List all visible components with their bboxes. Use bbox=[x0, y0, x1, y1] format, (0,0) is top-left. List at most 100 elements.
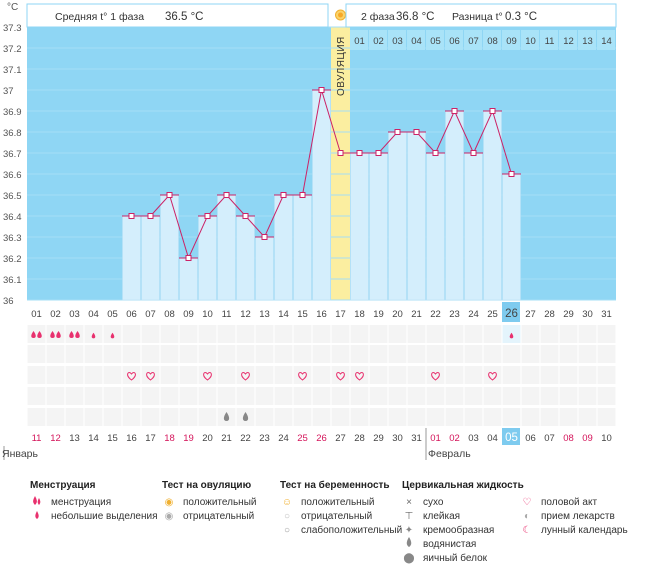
mark-cell bbox=[84, 366, 103, 384]
mark-cell bbox=[502, 387, 521, 405]
mark-cell bbox=[350, 366, 369, 384]
mark-cell bbox=[369, 345, 388, 363]
mark-cell bbox=[141, 345, 160, 363]
legend-title bbox=[520, 480, 628, 491]
legend-item: небольшие выделения bbox=[30, 510, 158, 524]
post-day-cell bbox=[540, 30, 558, 50]
mark-cell bbox=[559, 345, 578, 363]
mark-cell bbox=[103, 345, 122, 363]
legend-group: ♡ половой акт ◐ прием лекарств ☾ лунный кален… bbox=[520, 480, 628, 538]
post-day-cell bbox=[578, 30, 596, 50]
cycle-day-label: 19 bbox=[373, 309, 384, 320]
cycle-day-label: 08 bbox=[164, 309, 175, 320]
mark-cell bbox=[540, 387, 559, 405]
cycle-day-label: 28 bbox=[544, 309, 555, 320]
mark-cell bbox=[179, 387, 198, 405]
mark-cell bbox=[103, 387, 122, 405]
post-day-cell bbox=[407, 30, 425, 50]
cycle-day-label: 26 bbox=[505, 308, 518, 320]
mark-cell bbox=[369, 387, 388, 405]
mark-cell bbox=[502, 366, 521, 384]
spotting-icon bbox=[91, 332, 96, 339]
cycle-day-label: 09 bbox=[183, 309, 194, 320]
mark-cell bbox=[312, 408, 331, 426]
smiley-positive-icon: ☺ bbox=[281, 497, 293, 508]
mark-cell bbox=[198, 325, 217, 343]
y-tick-label: 36.1 bbox=[3, 275, 22, 286]
smiley-weak-icon: ○ bbox=[283, 525, 291, 536]
today-date-cell bbox=[502, 428, 520, 445]
legend-item-label: клейкая bbox=[423, 511, 461, 522]
drop-small-icon bbox=[30, 510, 44, 525]
mark-cell bbox=[217, 387, 236, 405]
cycle-day-label: 01 bbox=[31, 309, 42, 320]
mark-cell bbox=[331, 387, 350, 405]
date-label: 30 bbox=[392, 433, 403, 444]
cycle-day-label: 17 bbox=[335, 309, 346, 320]
mark-cell bbox=[369, 408, 388, 426]
post-day-cell bbox=[445, 30, 463, 50]
date-label: 27 bbox=[335, 433, 346, 444]
mark-cell bbox=[369, 325, 388, 343]
temperature-point bbox=[375, 150, 382, 156]
legend-item-label: отрицательный bbox=[301, 511, 373, 522]
temperature-point bbox=[185, 255, 192, 261]
date-label: 06 bbox=[525, 433, 536, 444]
legend-item-label: водянистая bbox=[423, 539, 477, 550]
mark-cell bbox=[179, 366, 198, 384]
legend-item-label: менструация bbox=[51, 497, 112, 508]
mark-cell bbox=[597, 387, 616, 405]
temperature-point bbox=[166, 192, 173, 198]
post-day-label: 12 bbox=[563, 36, 574, 47]
ovulation-band bbox=[331, 27, 350, 300]
phase1-label: Средняя t° 1 фаза bbox=[55, 11, 144, 23]
mark-cell bbox=[521, 345, 540, 363]
post-day-cell bbox=[483, 30, 501, 50]
legend-item-label: положительный bbox=[183, 497, 257, 508]
mark-cell bbox=[293, 366, 312, 384]
mark-cell bbox=[122, 345, 141, 363]
mark-cell bbox=[426, 345, 445, 363]
date-label: 25 bbox=[297, 433, 308, 444]
mark-cell bbox=[46, 408, 65, 426]
legend-item-label: прием лекарств bbox=[541, 511, 615, 522]
phase2-box bbox=[345, 3, 617, 28]
temperature-bar bbox=[255, 236, 274, 301]
cycle-day-label: 20 bbox=[392, 309, 403, 320]
mark-cell bbox=[122, 387, 141, 405]
y-tick-label: 36.7 bbox=[3, 149, 22, 160]
temperature-bar bbox=[141, 215, 160, 301]
mark-cell bbox=[483, 325, 502, 343]
mark-cell bbox=[540, 408, 559, 426]
mark-cell bbox=[559, 387, 578, 405]
temperature-bar bbox=[160, 194, 179, 301]
mark-cell bbox=[388, 366, 407, 384]
mark-cell bbox=[293, 345, 312, 363]
date-label: 17 bbox=[145, 433, 156, 444]
mark-cell bbox=[597, 366, 616, 384]
watery-drop-icon bbox=[402, 537, 416, 553]
mark-cell bbox=[312, 345, 331, 363]
sun-icon bbox=[335, 9, 346, 21]
temperature-point bbox=[204, 213, 211, 219]
legend-item-label: слабоположительный bbox=[301, 525, 403, 536]
pill-icon: ◐ bbox=[523, 511, 531, 522]
heart-icon bbox=[488, 372, 497, 381]
heart-icon bbox=[146, 372, 155, 381]
post-day-label: 08 bbox=[487, 36, 498, 47]
legend-item-label: яичный белок bbox=[423, 553, 488, 564]
mark-cell bbox=[597, 325, 616, 343]
drop-large-icon bbox=[30, 495, 44, 512]
post-day-label: 06 bbox=[449, 36, 460, 47]
temperature-bar bbox=[388, 131, 407, 301]
mark-cell bbox=[312, 325, 331, 343]
temperature-bar bbox=[464, 152, 483, 301]
creamy-icon: ✦ bbox=[404, 525, 414, 536]
sun-positive-icon: ◉ bbox=[164, 497, 174, 508]
heart-icon bbox=[431, 372, 440, 381]
legend-item: ◉ положительный bbox=[162, 496, 257, 510]
legend-group: Тест на овуляцию ◉ положительный ◉ отрицател… bbox=[162, 480, 256, 524]
mark-cell bbox=[578, 325, 597, 343]
mark-cell bbox=[445, 387, 464, 405]
